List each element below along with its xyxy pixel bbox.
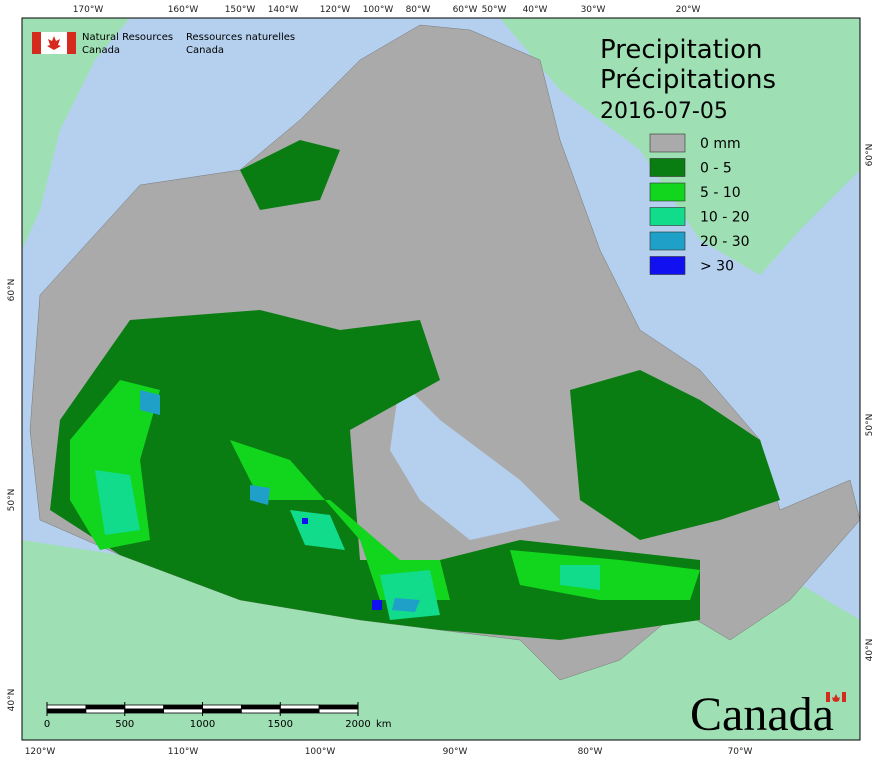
legend-swatch <box>649 133 686 153</box>
precip-0-5-arctic <box>240 140 340 210</box>
nrcan-logo: Natural Resources Canada Ressources natu… <box>32 32 295 56</box>
scale-segment <box>202 708 242 714</box>
org-fr: Ressources naturelles <box>186 32 295 43</box>
longitude-label: 50°W <box>482 5 507 15</box>
map-frame <box>21 17 861 741</box>
legend-swatch <box>649 182 686 202</box>
canada-wordmark: Canada <box>690 688 834 741</box>
longitude-label: 170°W <box>73 5 104 15</box>
org-en: Canada <box>82 45 120 56</box>
graticule-labels: 170°W 160°W 150°W 140°W 120°W 100°W 80°W 60°W 50… <box>7 5 875 757</box>
scale-segment <box>46 704 87 710</box>
scale-label: 500 <box>115 719 134 730</box>
legend-label: 10 - 20 <box>700 210 750 226</box>
precip-10-20 <box>290 510 600 620</box>
scale-segment <box>318 708 359 714</box>
scale-segment <box>46 708 87 714</box>
legend-label: 20 - 30 <box>700 234 750 250</box>
precip-over-30 <box>302 518 382 610</box>
wordmark-flag-bar <box>826 692 830 702</box>
scale-segment <box>240 704 281 710</box>
longitude-label: 120°W <box>320 5 351 15</box>
map-area <box>22 18 861 740</box>
precip-5-10-east <box>510 550 700 600</box>
scale-label: 1500 <box>268 719 293 730</box>
precip-10-20-west <box>95 470 140 535</box>
wordmark: Canada <box>690 688 846 741</box>
longitude-label: 100°W <box>305 747 336 757</box>
longitude-label: 150°W <box>225 5 256 15</box>
precip-0-5-east <box>570 370 780 540</box>
scale-segment <box>279 708 320 714</box>
legend-swatch <box>649 256 686 275</box>
scale-label: 0 <box>44 719 50 730</box>
org-en: Natural Resources <box>82 32 173 43</box>
longitude-label: 20°W <box>676 5 701 15</box>
wordmark-leaf <box>832 694 840 702</box>
org-fr: Canada <box>186 45 224 56</box>
scale-label: 2000 <box>345 719 370 730</box>
longitude-label: 60°W <box>453 5 478 15</box>
precip-5-10-prairie <box>230 440 450 600</box>
longitude-label: 40°W <box>523 5 548 15</box>
scale-unit: km <box>376 719 392 730</box>
longitude-label: 120°W <box>25 747 56 757</box>
latitude-label: 60°N <box>7 279 17 302</box>
scale-label: 1000 <box>190 719 215 730</box>
scale-segment <box>85 704 126 710</box>
longitude-label: 30°W <box>581 5 606 15</box>
flag-bar <box>32 32 41 54</box>
latitude-label: 40°N <box>7 689 17 712</box>
legend-swatch <box>649 158 686 177</box>
precip-5-10-west <box>70 380 160 550</box>
latitude-label: 40°N <box>865 639 875 662</box>
legend-swatch <box>649 231 686 251</box>
title-fr: Précipitations <box>600 65 776 95</box>
longitude-label: 140°W <box>268 5 299 15</box>
longitude-label: 70°W <box>728 747 753 757</box>
title-en: Precipitation <box>600 35 763 65</box>
longitude-label: 90°W <box>443 747 468 757</box>
flag-bar <box>67 32 76 54</box>
latitude-label: 50°N <box>865 414 875 437</box>
scale-segment <box>279 704 320 710</box>
scale-segment <box>163 704 203 710</box>
longitude-label: 80°W <box>578 747 603 757</box>
scale-segment <box>202 704 242 710</box>
latitude-label: 60°N <box>865 144 875 167</box>
latitude-label: 50°N <box>7 489 17 512</box>
longitude-label: 80°W <box>406 5 431 15</box>
map-date: 2016-07-05 <box>600 99 728 124</box>
scale-segment <box>318 704 359 710</box>
scale-segment <box>163 708 203 714</box>
maple-leaf <box>47 36 61 50</box>
legend: 0 mm 0 - 5 5 - 10 10 - 20 20 - 30 > 30 <box>649 133 750 275</box>
longitude-label: 160°W <box>168 5 199 15</box>
longitude-label: 110°W <box>168 747 199 757</box>
wordmark-flag-bar <box>842 692 846 702</box>
alaska <box>22 18 130 250</box>
scale-bar: 0 500 1000 1500 2000 km <box>44 702 392 730</box>
scale-segment <box>240 708 281 714</box>
united-states <box>22 540 860 740</box>
longitude-label: 100°W <box>363 5 394 15</box>
legend-swatch <box>649 207 686 226</box>
legend-label: 0 mm <box>700 136 741 152</box>
legend-label: 5 - 10 <box>700 185 741 201</box>
legend-label: 0 - 5 <box>700 161 732 177</box>
hudson-bay <box>390 380 560 540</box>
scale-segment <box>85 708 126 714</box>
scale-segment <box>124 704 165 710</box>
scale-segment <box>124 708 165 714</box>
legend-label: > 30 <box>700 259 734 275</box>
